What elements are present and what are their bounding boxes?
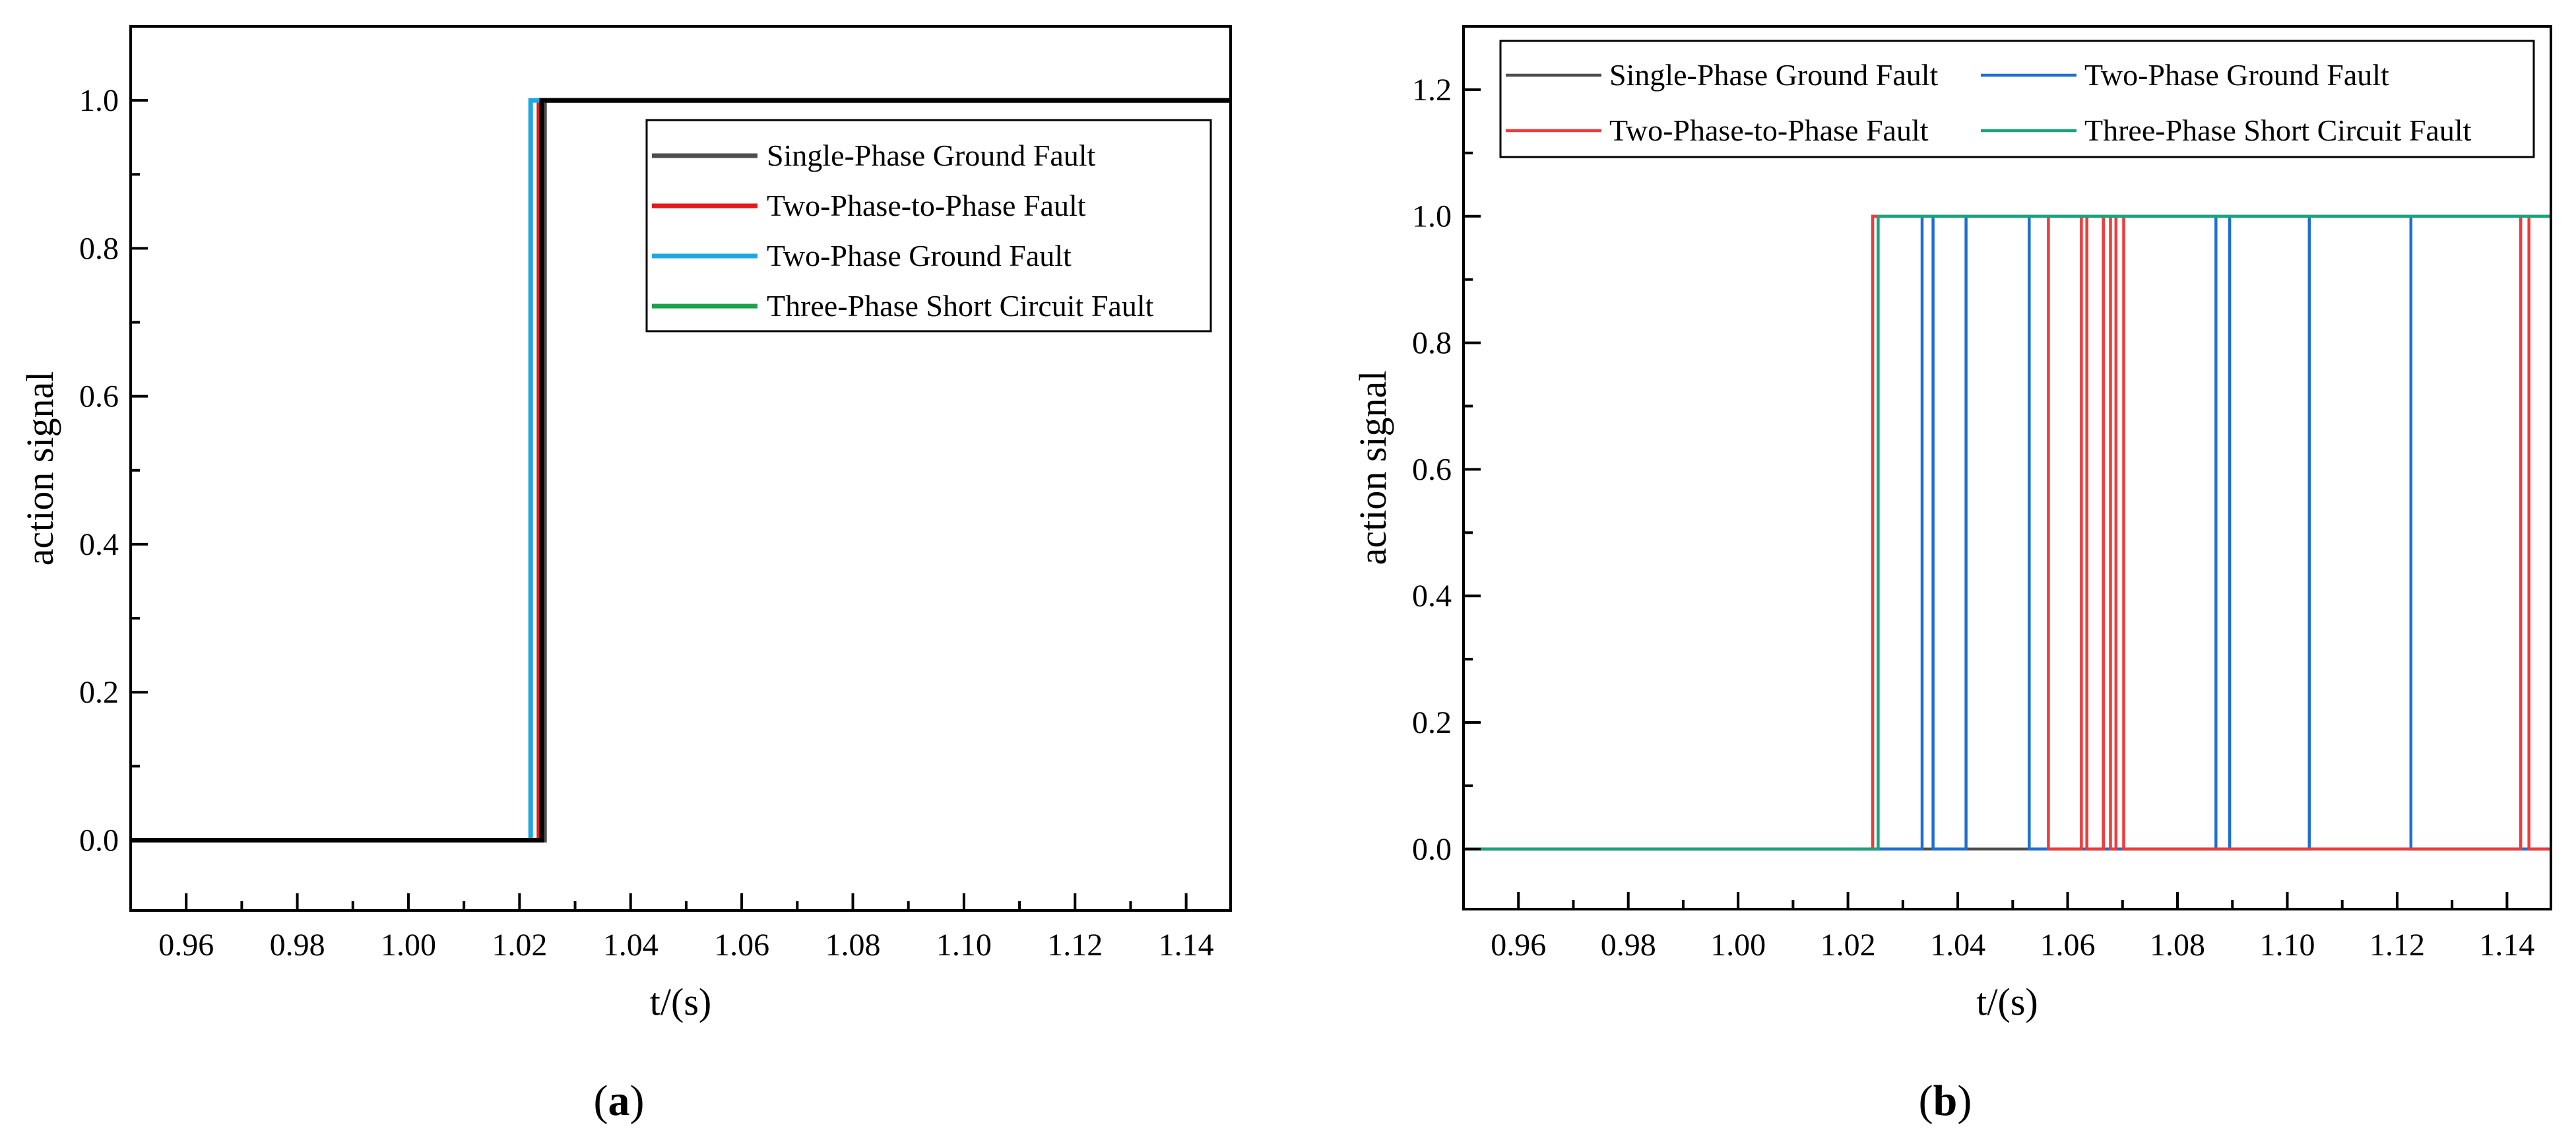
- x-tick-label: 1.06: [2040, 928, 2096, 963]
- x-tick-label: 1.10: [2259, 928, 2315, 963]
- x-tick-label: 1.14: [1159, 928, 1214, 963]
- y-tick-label: 1.0: [79, 83, 119, 118]
- x-tick-label: 0.98: [270, 928, 325, 963]
- x-tick-label: 0.96: [158, 928, 214, 963]
- y-tick-label: 0.0: [1412, 832, 1452, 867]
- x-tick-label: 1.02: [492, 928, 547, 963]
- x-tick-label: 1.00: [1710, 928, 1766, 963]
- legend: Single-Phase Ground Fault Two-Phase Groun…: [1499, 40, 2535, 158]
- panel-label: (b): [1919, 1077, 1972, 1125]
- legend-label-4: Three-Phase Short Circuit Fault: [767, 289, 1154, 323]
- legend-label-2: Two-Phase Ground Fault: [2084, 58, 2389, 92]
- legend-label-3: Two-Phase Ground Fault: [767, 239, 1072, 272]
- legend-label-2: Two-Phase-to-Phase Fault: [767, 189, 1086, 222]
- y-tick-label: 0.4: [1412, 579, 1452, 614]
- y-tick-label: 1.0: [1412, 199, 1452, 234]
- y-axis-label: action signal: [1351, 371, 1394, 565]
- x-tick-label: 1.00: [381, 928, 436, 963]
- legend: Single-Phase Ground Fault Two-Phase-to-Ph…: [645, 119, 1212, 333]
- x-tick-label: 0.96: [1491, 928, 1546, 963]
- panel-label: (a): [594, 1077, 645, 1125]
- plot-frame: [1462, 25, 2552, 910]
- y-axis-label: action signal: [18, 371, 61, 566]
- x-axis-label: t/(s): [1976, 980, 2038, 1023]
- x-tick-label: 1.06: [714, 928, 769, 963]
- y-tick-label: 0.2: [79, 675, 119, 710]
- plot-frame: [129, 25, 1232, 912]
- x-tick-label: 0.98: [1601, 928, 1656, 963]
- plot-area: [131, 98, 1231, 843]
- series-line-3: [1464, 214, 2551, 851]
- y-tick-label: 0.8: [1412, 326, 1452, 361]
- x-tick-label: 1.12: [1047, 928, 1103, 963]
- legend-box: [1499, 40, 2535, 158]
- plot-area: [1464, 214, 2551, 851]
- x-tick-label: 1.04: [603, 928, 659, 963]
- y-tick-label: 0.6: [1412, 452, 1452, 487]
- series-line-4: [1464, 214, 2551, 851]
- x-tick-label: 1.08: [2150, 928, 2205, 963]
- series-line-2: [1464, 214, 2551, 851]
- y-tick-label: 0.4: [79, 527, 119, 562]
- x-tick-label: 1.12: [2369, 928, 2425, 963]
- combined-response-line: [131, 98, 1231, 843]
- panel-letter: a: [608, 1077, 630, 1125]
- legend-label-1: Single-Phase Ground Fault: [767, 139, 1096, 172]
- x-tick-label: 1.02: [1820, 928, 1876, 963]
- y-tick-label: 1.2: [1412, 73, 1452, 108]
- legend-label-3: Two-Phase-to-Phase Fault: [1609, 113, 1929, 147]
- chart-panel-b: 0.96 0.98 1.00 1.02 1.04 1.06 1.08 1.10 1.12 1.14…: [1351, 25, 2552, 1125]
- x-tick-label: 1.08: [825, 928, 880, 963]
- x-tick-label: 1.14: [2479, 928, 2534, 963]
- x-tick-label: 1.04: [1930, 928, 1985, 963]
- y-tick-label: 0.6: [79, 379, 119, 414]
- legend-label-4: Three-Phase Short Circuit Fault: [2084, 113, 2472, 147]
- y-tick-label: 0.8: [79, 231, 119, 266]
- panel-letter: b: [1933, 1077, 1958, 1125]
- legend-label-1: Single-Phase Ground Fault: [1609, 58, 1939, 92]
- y-tick-label: 0.0: [79, 823, 119, 858]
- x-tick-label: 1.10: [936, 928, 992, 963]
- chart-panel-a: 0.96 0.98 1.00 1.02 1.04 1.06 1.08 1.10 1.12 1.14…: [18, 25, 1232, 1125]
- x-axis-label: t/(s): [650, 980, 711, 1023]
- y-tick-label: 0.2: [1412, 705, 1452, 740]
